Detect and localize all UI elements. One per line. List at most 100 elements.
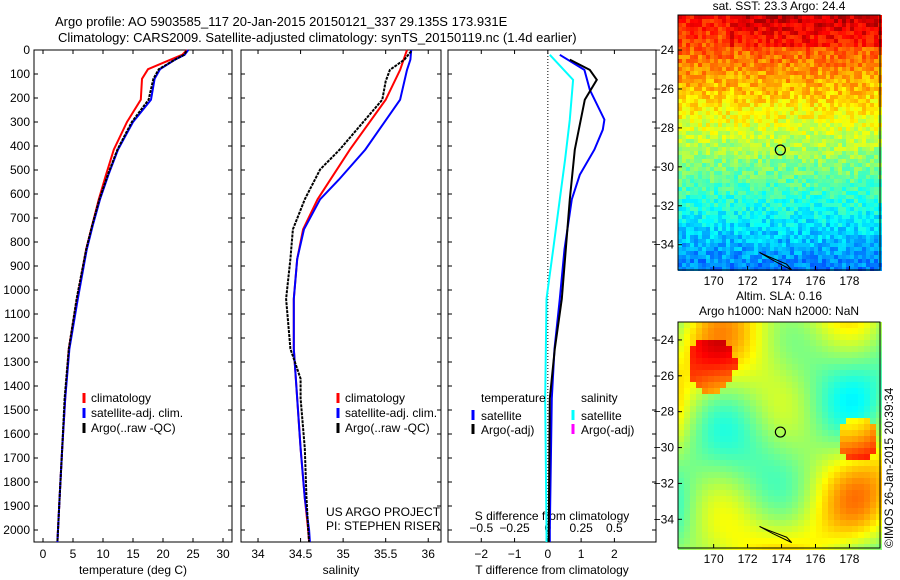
map-cell: [762, 412, 768, 418]
map-cell: [782, 35, 786, 39]
map-cell: [834, 259, 838, 263]
map-cell: [858, 31, 862, 35]
map-cell: [858, 179, 862, 183]
map-cell: [720, 478, 726, 484]
map-cell: [768, 352, 774, 358]
map-cell: [834, 211, 838, 215]
map-cell: [696, 412, 702, 418]
map-cell: [754, 67, 758, 71]
map-cell: [750, 376, 756, 382]
map-cell: [826, 247, 830, 251]
map-cell: [746, 255, 750, 259]
map-cell: [726, 412, 732, 418]
map-cell: [798, 340, 804, 346]
map-cell: [804, 406, 810, 412]
map-cell: [786, 466, 792, 472]
map-cell: [842, 47, 846, 51]
map-cell: [706, 267, 710, 271]
map-cell: [826, 83, 830, 87]
map-cell: [678, 466, 684, 472]
map-cell: [678, 370, 684, 376]
map-cell: [696, 352, 702, 358]
map-cell: [718, 95, 722, 99]
map-cell: [804, 412, 810, 418]
map-cell: [862, 167, 866, 171]
map-cell: [686, 147, 690, 151]
map-cell: [744, 520, 750, 526]
map-cell: [750, 51, 754, 55]
map-cell: [846, 388, 852, 394]
map-cell: [714, 15, 718, 19]
map-cell: [746, 151, 750, 155]
map-cell: [770, 51, 774, 55]
map-cell: [858, 382, 864, 388]
map-cell: [846, 340, 852, 346]
map-cell: [726, 115, 730, 119]
map-cell: [876, 484, 882, 490]
map-cell: [866, 23, 870, 27]
map-cell: [682, 91, 686, 95]
map-cell: [732, 340, 738, 346]
map-cell: [780, 352, 786, 358]
map-cell: [730, 135, 734, 139]
map-cell: [790, 131, 794, 135]
map-cell: [742, 139, 746, 143]
map-cell: [858, 199, 862, 203]
map-cell: [798, 79, 802, 83]
map-cell: [816, 424, 822, 430]
map-cell: [756, 478, 762, 484]
map-cell: [708, 322, 714, 328]
map-cell: [698, 223, 702, 227]
map-cell: [794, 127, 798, 131]
map-cell: [762, 255, 766, 259]
map-cell: [694, 23, 698, 27]
map-cell: [754, 103, 758, 107]
map-cell: [822, 394, 828, 400]
y-tick-label: 1400: [3, 379, 30, 393]
map-cell: [810, 83, 814, 87]
map-cell: [702, 75, 706, 79]
map-cell: [840, 442, 846, 448]
map-cell: [874, 67, 878, 71]
map-cell: [846, 199, 850, 203]
map-cell: [870, 43, 874, 47]
map-cell: [742, 19, 746, 23]
map-cell: [770, 67, 774, 71]
map-cell: [830, 87, 834, 91]
map-cell: [870, 490, 876, 496]
map-cell: [696, 442, 702, 448]
map-cell: [838, 15, 842, 19]
map-cell: [838, 199, 842, 203]
map-cell: [834, 263, 838, 267]
map-cell: [810, 340, 816, 346]
map-cell: [874, 231, 878, 235]
map-cell: [738, 239, 742, 243]
map-cell: [698, 83, 702, 87]
map-cell: [790, 67, 794, 71]
map-cell: [814, 203, 818, 207]
map-cell: [698, 67, 702, 71]
map-cell: [696, 538, 702, 544]
map-cell: [726, 251, 730, 255]
map-cell: [862, 207, 866, 211]
map-cell: [870, 51, 874, 55]
map-cell: [750, 223, 754, 227]
map-cell: [684, 448, 690, 454]
map-cell: [698, 19, 702, 23]
map-cell: [694, 163, 698, 167]
map-cell: [722, 115, 726, 119]
map-cell: [754, 199, 758, 203]
map-cell: [842, 91, 846, 95]
map-cell: [730, 91, 734, 95]
map-cell: [754, 127, 758, 131]
map-cell: [706, 147, 710, 151]
map-cell: [870, 23, 874, 27]
map-cell: [782, 95, 786, 99]
map-cell: [846, 23, 850, 27]
map-cell: [806, 179, 810, 183]
map-cell: [852, 496, 858, 502]
y-tick-label: 300: [10, 115, 30, 129]
map-cell: [852, 418, 858, 424]
map-cell: [790, 167, 794, 171]
map-cell: [850, 251, 854, 255]
